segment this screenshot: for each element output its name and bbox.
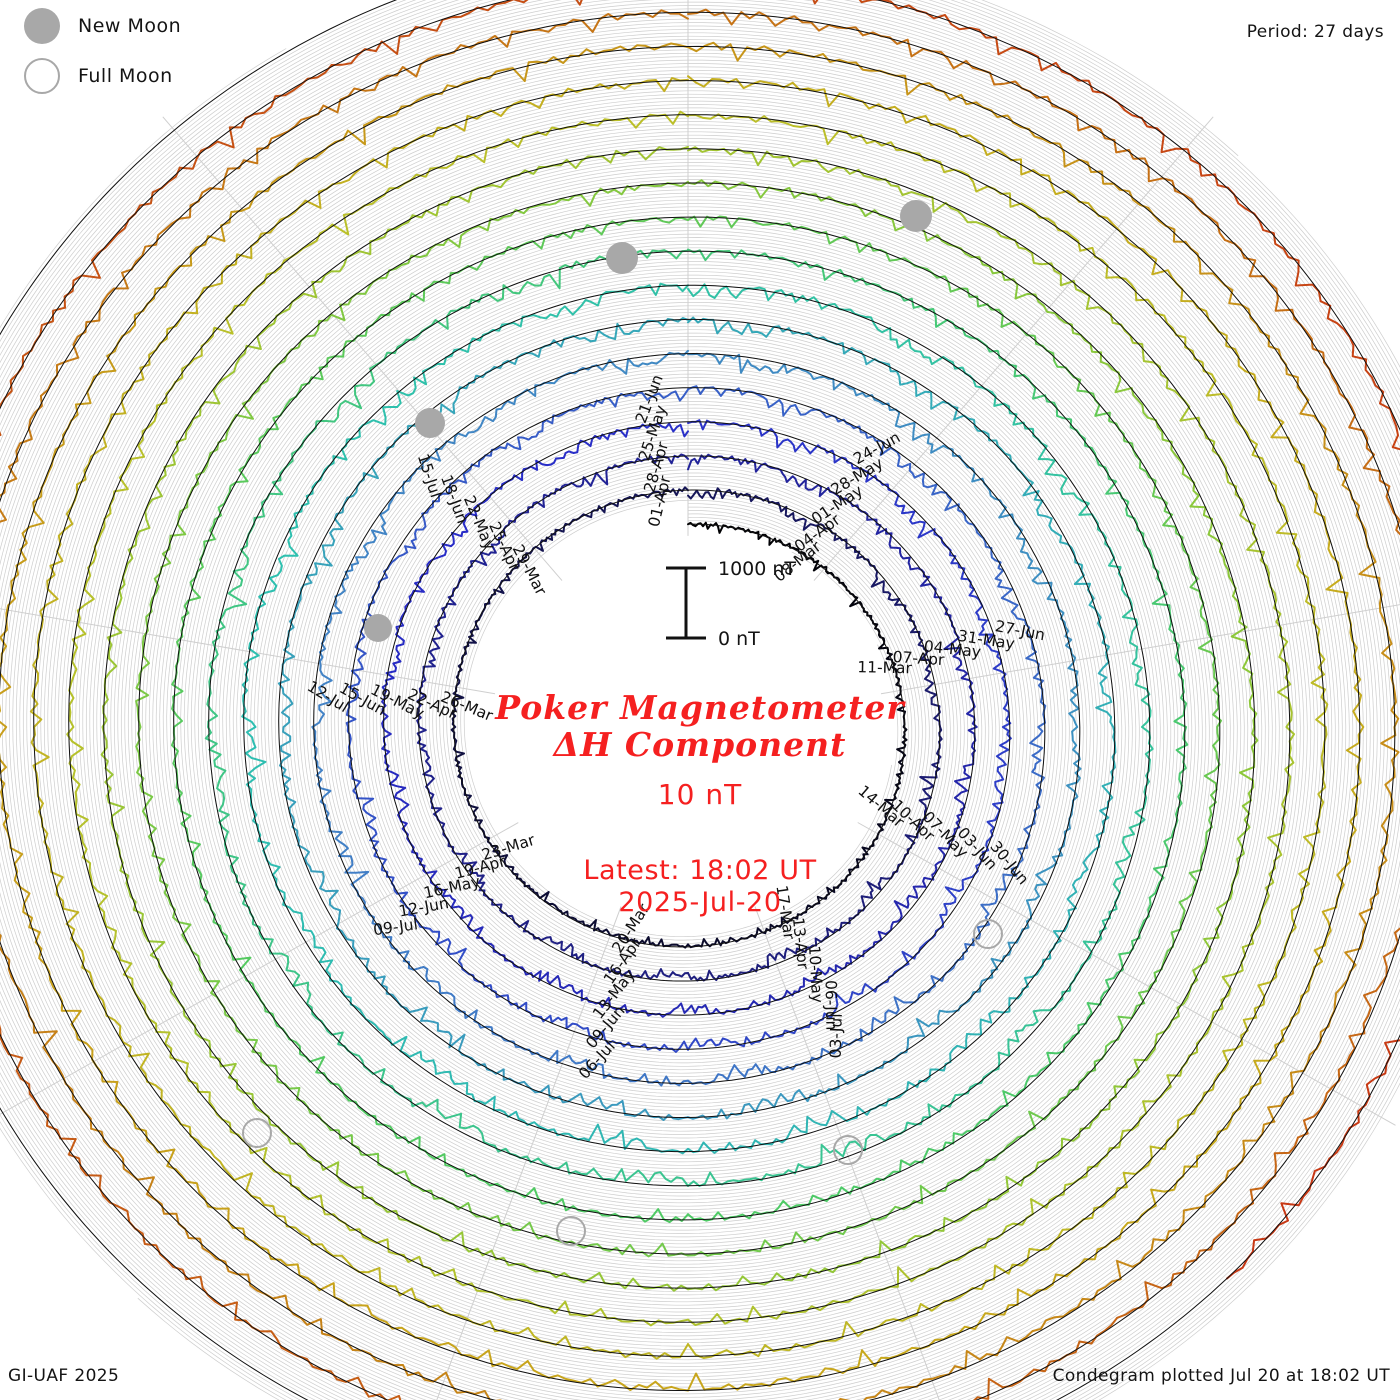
full-moon-marker: [973, 919, 1003, 949]
new-moon-marker: [606, 242, 638, 274]
latest-time-label: Latest: 18:02 UT: [583, 855, 817, 886]
scalebar-bottom-label: 0 nT: [718, 628, 760, 650]
legend-item-full-moon: Full Moon: [24, 58, 173, 94]
date-labels: 08-Mar11-Mar14-Mar17-Mar20-Mar23-Mar26-M…: [304, 372, 1046, 1082]
date-label: 04-May: [923, 637, 982, 661]
legend-item-new-moon: New Moon: [24, 8, 181, 44]
full-moon-marker: [833, 1135, 863, 1165]
period-label: Period: 27 days: [1246, 22, 1384, 42]
latest-annotation: Latest: 18:02 UT 2025-Jul-20: [0, 855, 1400, 919]
date-label: 10-May: [805, 945, 826, 1003]
date-label: 06-Jun: [822, 980, 841, 1031]
new-moon-marker: [900, 200, 932, 232]
amplitude-label: 10 nT: [657, 777, 743, 811]
scale-bar: 1000 nT 0 nT: [666, 558, 796, 650]
full-moon-marker: [556, 1216, 586, 1246]
new-moon-label: New Moon: [78, 15, 182, 37]
latest-date-label: 2025-Jul-20: [618, 886, 782, 918]
credit-label: GI-UAF 2025: [8, 1366, 120, 1386]
date-label: 03-Jul: [827, 1013, 846, 1058]
new-moon-marker: [364, 614, 392, 642]
plot-title-line2: ΔH Component: [553, 724, 847, 764]
full-moon-label: Full Moon: [78, 65, 173, 87]
center-annotation: Poker Magnetometer ΔH Component 10 nT: [0, 688, 1400, 811]
date-label: 09-Jul: [372, 915, 419, 939]
plot-title-line1: Poker Magnetometer: [495, 688, 905, 727]
new-moon-icon: [24, 8, 60, 44]
date-label: 07-Apr: [892, 648, 945, 669]
plotted-label: Condegram plotted Jul 20 at 18:02 UT: [1052, 1366, 1390, 1386]
moon-markers: [242, 200, 1003, 1246]
new-moon-marker: [415, 408, 445, 438]
full-moon-icon: [24, 58, 60, 94]
date-label: 11-Mar: [857, 658, 913, 677]
scalebar-top-label: 1000 nT: [718, 558, 796, 580]
date-label: 13-Apr: [789, 917, 812, 971]
full-moon-marker: [242, 1118, 272, 1148]
